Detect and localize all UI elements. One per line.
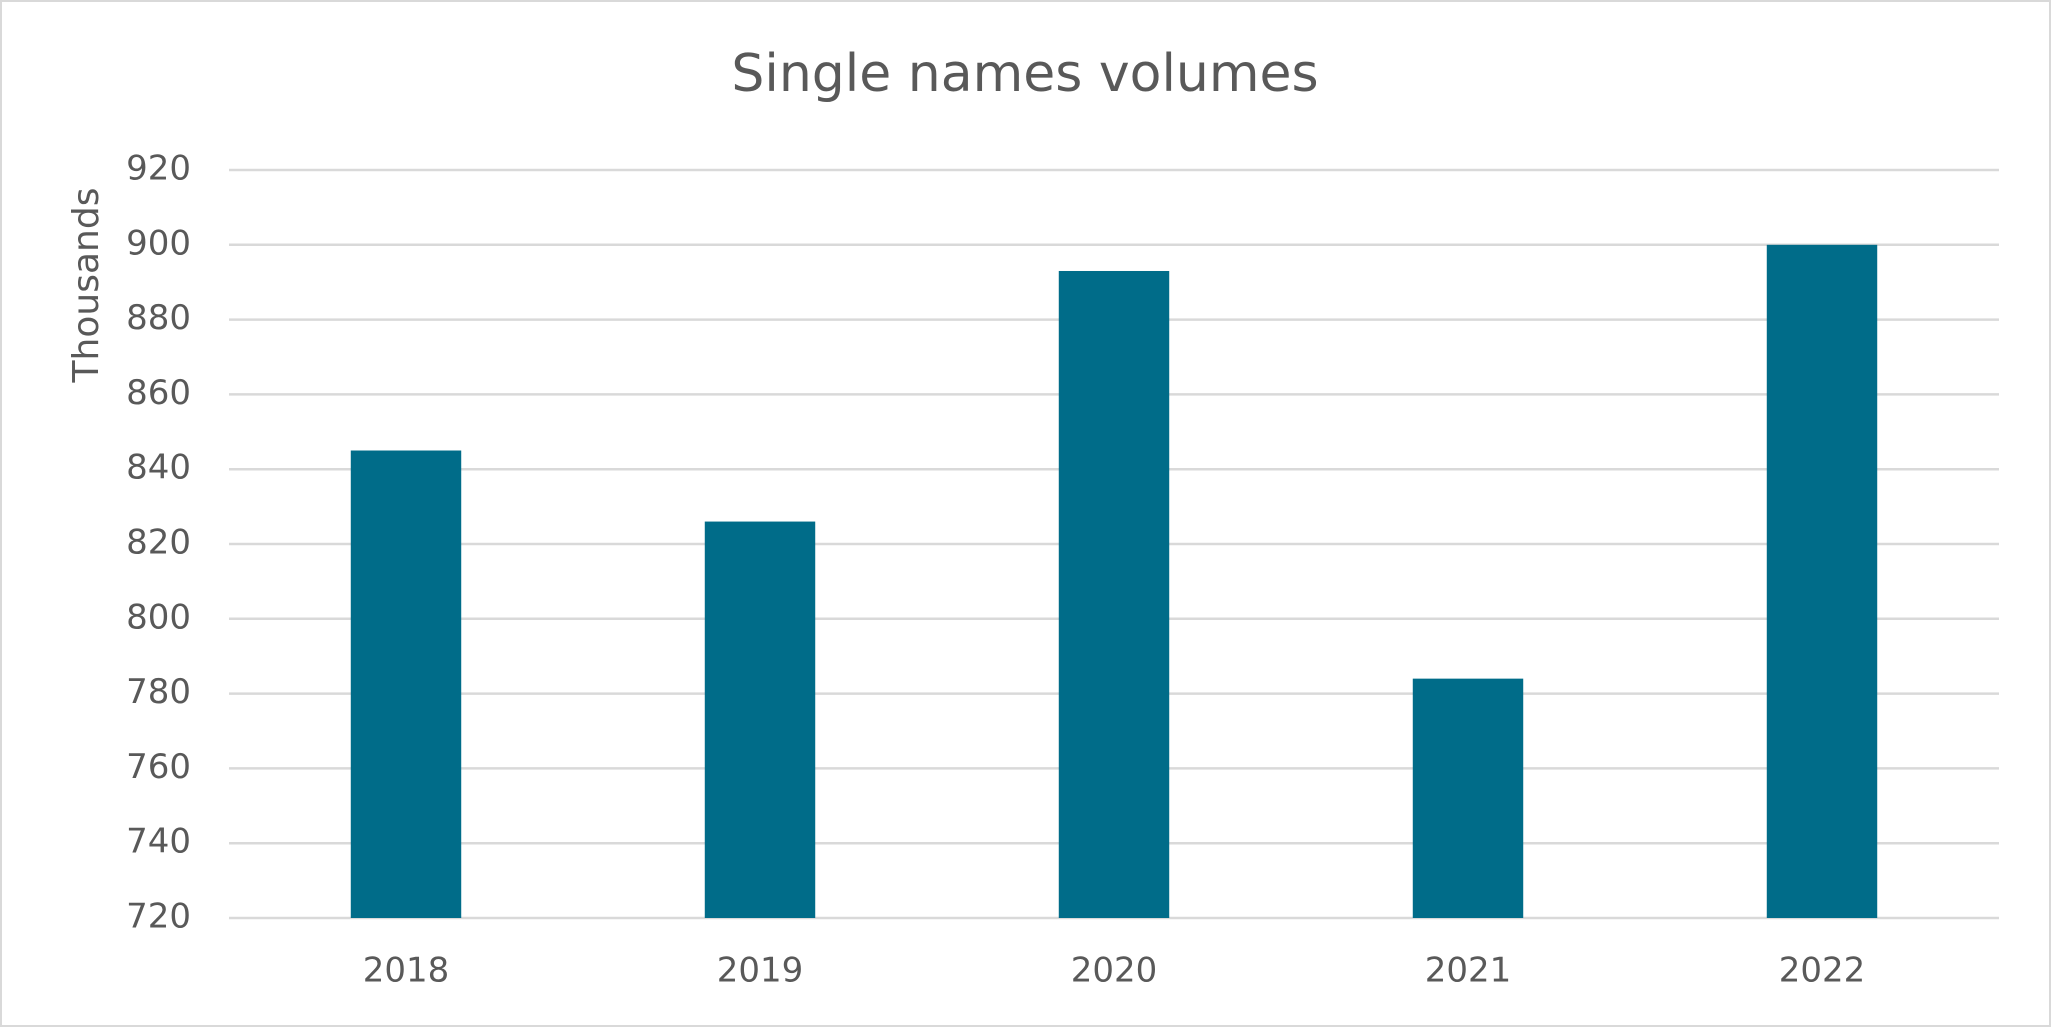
y-tick-label: 780 bbox=[126, 672, 191, 712]
chart-title: Single names volumes bbox=[731, 44, 1318, 104]
y-tick-label: 900 bbox=[126, 223, 191, 263]
x-tick-label: 2020 bbox=[1071, 951, 1158, 991]
y-tick-label: 800 bbox=[126, 597, 191, 637]
x-tick-label: 2022 bbox=[1779, 951, 1866, 991]
bar bbox=[1412, 678, 1524, 918]
y-axis-title: Thousands bbox=[66, 188, 107, 384]
y-tick-label: 720 bbox=[126, 897, 191, 937]
y-tick-label: 840 bbox=[126, 448, 191, 488]
y-tick-label: 740 bbox=[126, 822, 191, 862]
x-tick-label: 2018 bbox=[363, 951, 450, 991]
y-tick-label: 820 bbox=[126, 523, 191, 563]
bar bbox=[1766, 244, 1878, 919]
y-tick-label: 880 bbox=[126, 298, 191, 338]
y-tick-label: 760 bbox=[126, 747, 191, 787]
bar bbox=[704, 521, 816, 918]
bar bbox=[1058, 270, 1170, 919]
y-tick-label: 920 bbox=[126, 149, 191, 189]
y-tick-label: 860 bbox=[126, 373, 191, 413]
x-tick-label: 2021 bbox=[1425, 951, 1512, 991]
x-tick-label: 2019 bbox=[717, 951, 804, 991]
bar bbox=[350, 450, 462, 918]
